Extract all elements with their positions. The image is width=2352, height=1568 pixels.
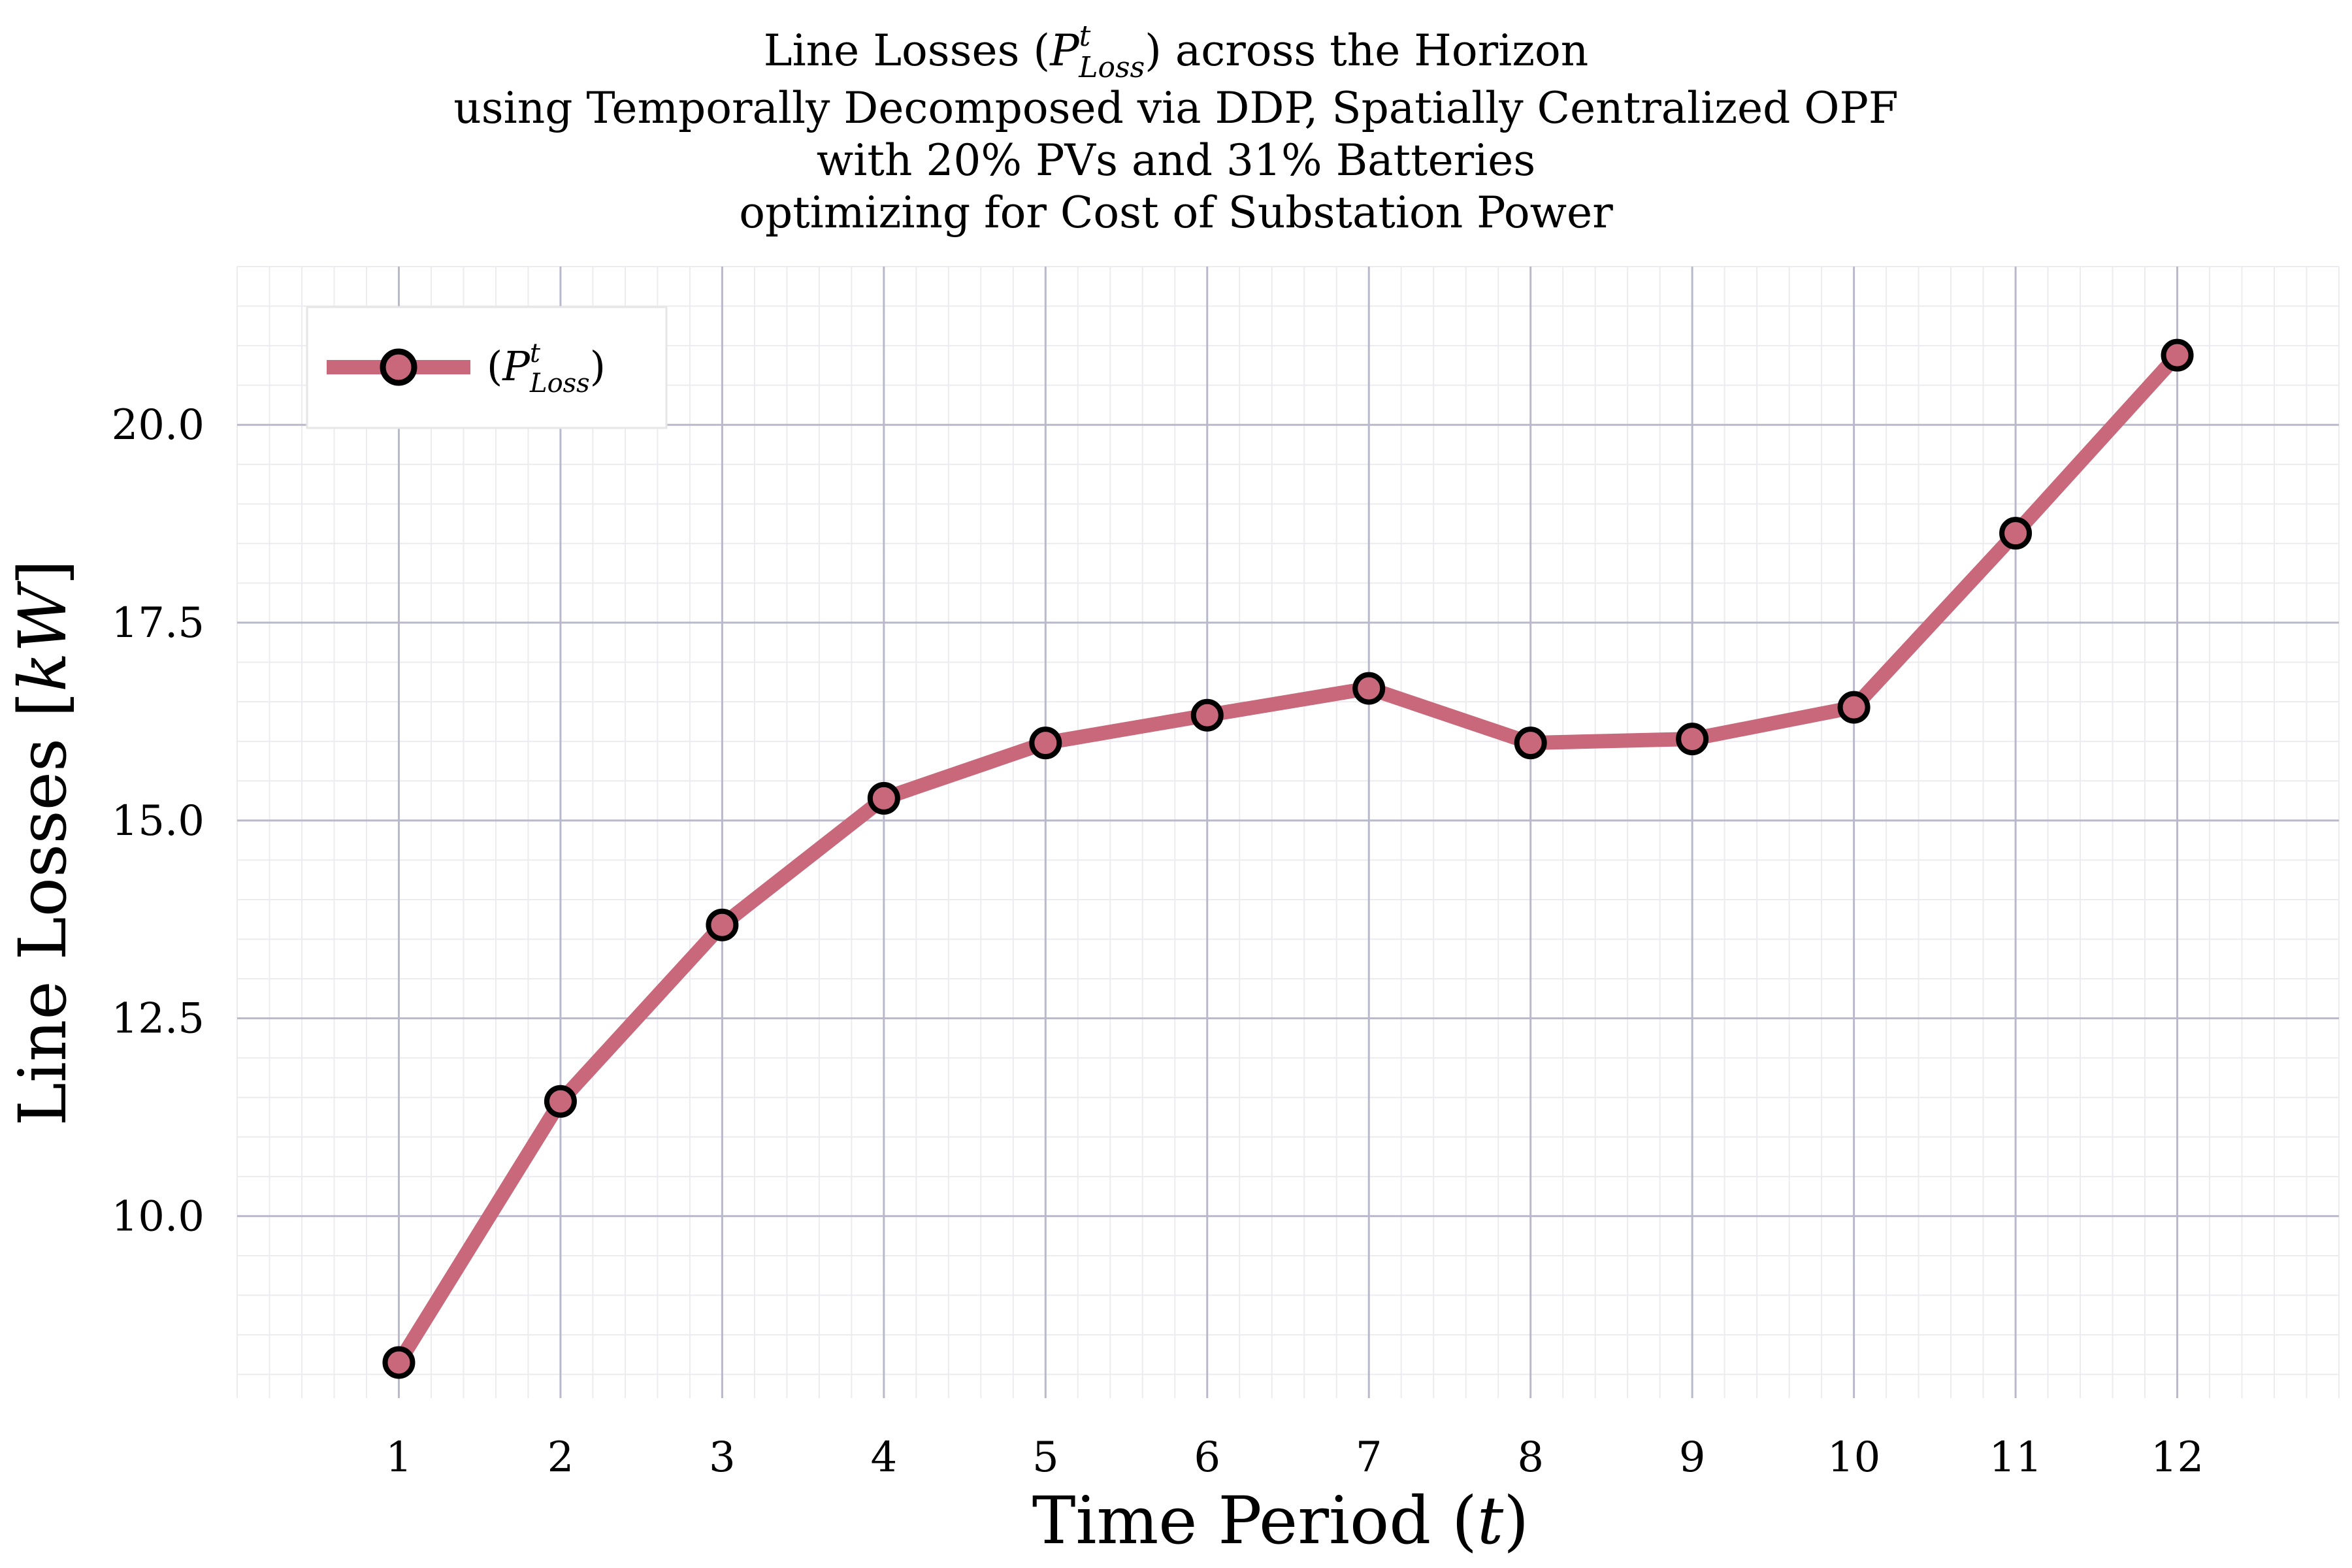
x-tick-label: 11 xyxy=(1989,1433,2042,1482)
title-line-2: using Temporally Decomposed via DDP, Spa… xyxy=(453,83,1898,133)
title-line-3: with 20% PVs and 31% Batteries xyxy=(817,135,1536,186)
x-tick-label: 2 xyxy=(547,1433,574,1482)
x-tick-label: 5 xyxy=(1032,1433,1059,1482)
data-point xyxy=(1352,672,1386,705)
data-point xyxy=(1837,691,1870,724)
series-layer xyxy=(382,338,2194,1379)
title-line-1: Line Losses (Pt Loss) across the Horizon xyxy=(764,20,1589,84)
data-point xyxy=(2161,338,2194,372)
data-point xyxy=(382,1346,416,1379)
minor-grid xyxy=(237,266,2340,1398)
x-tick-labels: 1 2 3 4 5 6 7 8 9 10 11 12 xyxy=(385,1433,2204,1482)
legend-marker-swatch xyxy=(380,348,417,386)
data-point xyxy=(867,781,900,815)
data-point xyxy=(1999,517,2033,550)
x-tick-label: 10 xyxy=(1827,1433,1880,1482)
x-axis-label: Time Period (t) xyxy=(1032,1482,1529,1559)
y-tick-labels: 10.0 12.5 15.0 17.5 20.0 xyxy=(112,401,205,1241)
x-tick-label: 7 xyxy=(1356,1433,1382,1482)
x-tick-label: 8 xyxy=(1517,1433,1544,1482)
data-point xyxy=(706,908,739,941)
title-line-4: optimizing for Cost of Substation Power xyxy=(739,188,1613,238)
x-tick-label: 12 xyxy=(2151,1433,2204,1482)
y-tick-label: 20.0 xyxy=(112,401,205,449)
data-point xyxy=(1514,727,1547,760)
data-point xyxy=(1029,727,1062,760)
major-grid xyxy=(237,267,2339,1398)
data-point xyxy=(1676,723,1709,756)
data-point xyxy=(1190,698,1224,732)
y-tick-label: 15.0 xyxy=(112,797,205,845)
series-line xyxy=(391,348,2185,1370)
y-axis-label: Line Losses [kW] xyxy=(5,560,81,1126)
chart-title: Line Losses (Pt Loss) across the Horizon … xyxy=(453,20,1898,238)
y-tick-label: 10.0 xyxy=(112,1192,205,1241)
data-point xyxy=(544,1085,577,1118)
legend: (Pt Loss) xyxy=(306,306,668,429)
x-tick-label: 6 xyxy=(1194,1433,1220,1482)
legend-label: (Pt Loss) xyxy=(487,338,606,399)
y-tick-label: 12.5 xyxy=(112,995,205,1043)
x-tick-label: 9 xyxy=(1679,1433,1706,1482)
x-tick-label: 3 xyxy=(709,1433,736,1482)
y-tick-label: 17.5 xyxy=(112,599,205,647)
x-tick-label: 4 xyxy=(870,1433,897,1482)
x-tick-label: 1 xyxy=(385,1433,412,1482)
